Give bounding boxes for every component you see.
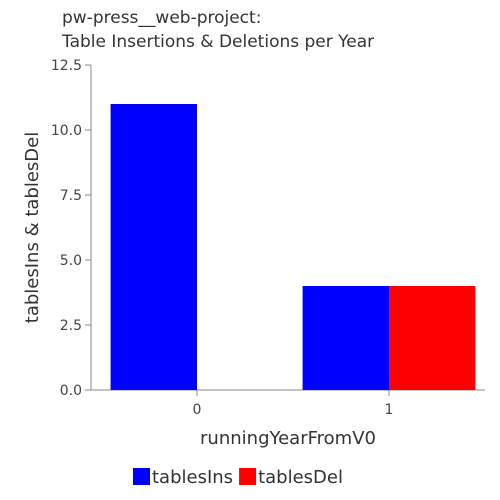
- chart-legend: tablesIns tablesDel: [133, 467, 343, 488]
- y-axis-title: tablesIns & tablesDel: [22, 132, 43, 323]
- chart-title-line-2: Table Insertions & Deletions per Year: [62, 32, 375, 52]
- y-tick-label: 12.5: [51, 58, 82, 74]
- legend-label-tablesIns: tablesIns: [152, 467, 233, 488]
- y-tick-label: 0.0: [60, 383, 82, 399]
- x-tick-label: 0: [193, 402, 202, 418]
- y-tick-label: 2.5: [60, 318, 82, 334]
- bar-tablesIns-0: [110, 104, 197, 390]
- y-tick-label: 7.5: [60, 188, 82, 204]
- legend-swatch-tablesIns: [133, 468, 150, 485]
- x-axis-title: runningYearFromV0: [200, 428, 376, 449]
- y-tick-label: 10.0: [51, 123, 82, 139]
- bar-tablesIns-1: [302, 286, 389, 390]
- bar-tablesDel-1: [389, 286, 476, 390]
- chart-title-line-1: pw-press__web-project:: [62, 8, 262, 28]
- legend-label-tablesDel: tablesDel: [258, 467, 343, 488]
- y-tick-label: 5.0: [60, 253, 82, 269]
- chart-bars: [110, 104, 476, 390]
- legend-swatch-tablesDel: [239, 468, 257, 485]
- x-tick-label: 1: [385, 402, 394, 418]
